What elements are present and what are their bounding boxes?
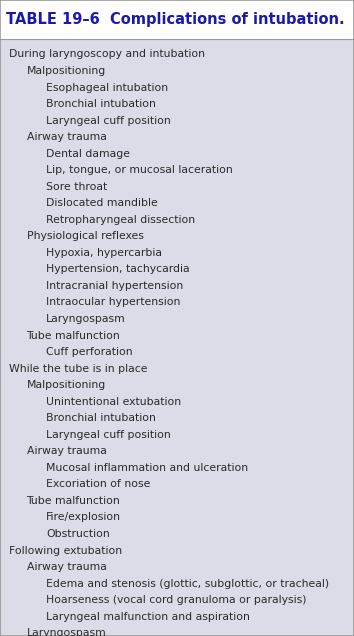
Text: Dental damage: Dental damage <box>46 149 130 158</box>
Text: Lip, tongue, or mucosal laceration: Lip, tongue, or mucosal laceration <box>46 165 233 175</box>
Text: Dislocated mandible: Dislocated mandible <box>46 198 158 208</box>
Text: Intraocular hypertension: Intraocular hypertension <box>46 298 181 307</box>
Bar <box>0 0 354 39</box>
Text: Laryngeal cuff position: Laryngeal cuff position <box>46 430 171 439</box>
Text: Bronchial intubation: Bronchial intubation <box>46 413 156 423</box>
Text: Hoarseness (vocal cord granuloma or paralysis): Hoarseness (vocal cord granuloma or para… <box>46 595 307 605</box>
Text: Tube malfunction: Tube malfunction <box>27 331 120 340</box>
Text: During laryngoscopy and intubation: During laryngoscopy and intubation <box>9 50 205 59</box>
Text: Laryngeal cuff position: Laryngeal cuff position <box>46 116 171 125</box>
Text: Airway trauma: Airway trauma <box>27 446 107 456</box>
Text: TABLE 19–6  Complications of intubation.: TABLE 19–6 Complications of intubation. <box>6 12 345 27</box>
Text: Airway trauma: Airway trauma <box>27 562 107 572</box>
Text: Hypertension, tachycardia: Hypertension, tachycardia <box>46 265 190 274</box>
Text: Mucosal inflammation and ulceration: Mucosal inflammation and ulceration <box>46 463 248 473</box>
Text: Sore throat: Sore throat <box>46 182 107 191</box>
Text: Laryngospasm: Laryngospasm <box>27 628 106 636</box>
Text: Intracranial hypertension: Intracranial hypertension <box>46 281 183 291</box>
Text: Laryngospasm: Laryngospasm <box>46 314 126 324</box>
Text: Retropharyngeal dissection: Retropharyngeal dissection <box>46 215 195 225</box>
Text: Edema and stenosis (glottic, subglottic, or tracheal): Edema and stenosis (glottic, subglottic,… <box>46 579 329 588</box>
Text: Malpositioning: Malpositioning <box>27 66 106 76</box>
Text: Cuff perforation: Cuff perforation <box>46 347 133 357</box>
Text: Tube malfunction: Tube malfunction <box>27 496 120 506</box>
Text: Esophageal intubation: Esophageal intubation <box>46 83 168 92</box>
Text: Fire/explosion: Fire/explosion <box>46 513 121 522</box>
Text: Excoriation of nose: Excoriation of nose <box>46 480 150 489</box>
Text: Following extubation: Following extubation <box>9 546 122 555</box>
Text: Obstruction: Obstruction <box>46 529 110 539</box>
Text: Malpositioning: Malpositioning <box>27 380 106 390</box>
Text: Hypoxia, hypercarbia: Hypoxia, hypercarbia <box>46 248 162 258</box>
Text: Physiological reflexes: Physiological reflexes <box>27 232 143 241</box>
Text: Airway trauma: Airway trauma <box>27 132 107 142</box>
Text: While the tube is in place: While the tube is in place <box>9 364 147 373</box>
Text: Bronchial intubation: Bronchial intubation <box>46 99 156 109</box>
Text: Laryngeal malfunction and aspiration: Laryngeal malfunction and aspiration <box>46 612 250 621</box>
Text: Unintentional extubation: Unintentional extubation <box>46 397 181 406</box>
